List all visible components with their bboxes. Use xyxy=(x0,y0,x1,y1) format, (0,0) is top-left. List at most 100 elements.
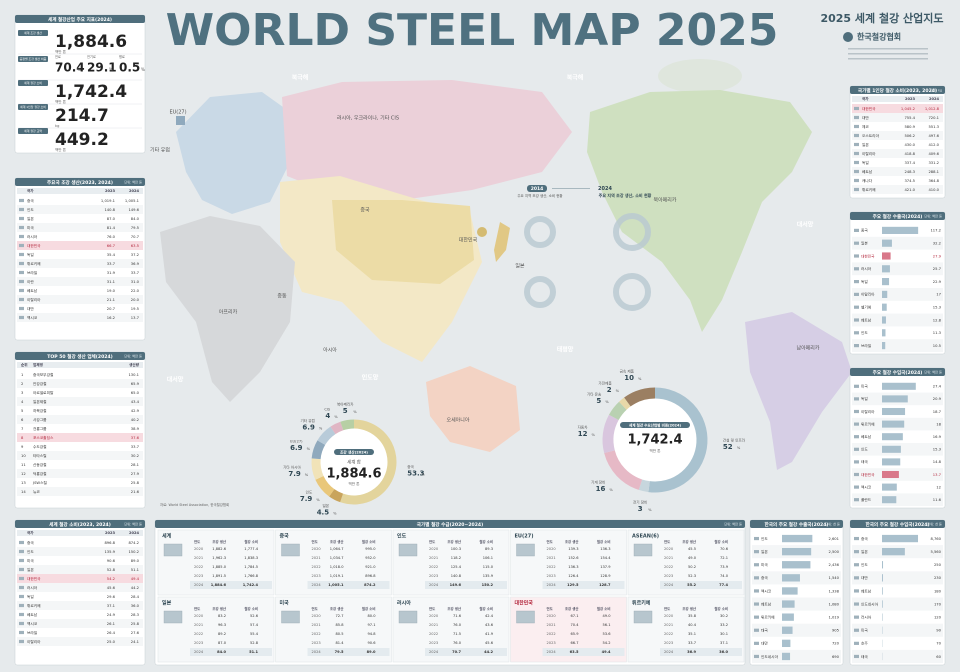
bar-name: 인도 xyxy=(861,330,868,335)
table-row-bg xyxy=(17,487,143,496)
card-year: 2023 xyxy=(429,574,438,578)
panel-header xyxy=(155,520,745,528)
table-row-bg xyxy=(17,637,143,646)
table-cell: 44.2 xyxy=(131,586,139,590)
bar-value: 70 xyxy=(936,642,941,646)
card-value: 1,777.4 xyxy=(244,547,258,551)
card-header: 철강 소비 xyxy=(479,539,493,544)
card-year: 2020 xyxy=(664,547,674,551)
table-cell: 31.9 xyxy=(107,271,116,275)
card-year: 2023 xyxy=(429,641,438,645)
bar-name: 중국 xyxy=(861,537,868,541)
card-year: 2020 xyxy=(429,614,439,618)
card-value: 87.0 xyxy=(218,641,227,645)
row-bg xyxy=(852,313,943,327)
table-cell: 36.9 xyxy=(131,262,140,266)
card-value: 40.4 xyxy=(688,623,697,627)
table-cell: 65.9 xyxy=(131,382,140,386)
card-year: 2022 xyxy=(429,565,438,569)
card-value: 128.9 xyxy=(600,574,611,578)
bar-value: 14.8 xyxy=(933,460,942,464)
donut-tag xyxy=(334,449,374,455)
card-header: 연도 xyxy=(194,539,201,544)
segment-value: 52 xyxy=(723,443,733,451)
flag xyxy=(854,654,859,659)
table-head xyxy=(17,530,143,536)
card-value: 72.7 xyxy=(335,614,343,618)
latest-row xyxy=(542,648,625,656)
flag xyxy=(854,536,859,541)
china xyxy=(332,200,474,284)
card-value: 96.3 xyxy=(218,623,226,627)
russia-cis xyxy=(282,80,572,200)
table-row-bg xyxy=(17,451,143,460)
publisher: 한국철강협회 xyxy=(857,32,901,42)
segment-name: 가전제품 xyxy=(598,381,612,386)
card-year: 2022 xyxy=(664,632,673,636)
bar-name: 태국 xyxy=(861,654,868,659)
table-row-bg xyxy=(17,295,143,304)
table-cell: 66.7 xyxy=(107,244,116,248)
card-header: 연도 xyxy=(312,539,319,544)
panel-title: 한국의 주요 철강 수입국(2024) xyxy=(865,521,929,528)
indicator-part-name: 전로 xyxy=(55,54,61,59)
table-cell: 430.0 xyxy=(904,143,915,147)
segment-unit: % xyxy=(609,488,613,492)
bar-name: 인도 xyxy=(861,447,868,452)
flag xyxy=(854,550,859,554)
card-value: 1,034.7 xyxy=(330,556,344,560)
table-cell: 13 xyxy=(21,481,26,485)
segment-unit: % xyxy=(319,426,323,430)
ocean-label: 북극해 xyxy=(567,74,584,82)
bar xyxy=(882,483,897,491)
table-cell: 13.7 xyxy=(131,316,140,320)
row-bg xyxy=(752,649,841,663)
bar xyxy=(782,626,793,634)
card-year: 2023 xyxy=(547,641,556,645)
bar-value: 1,019 xyxy=(828,615,839,619)
card-year: 2023 xyxy=(194,574,203,578)
flag xyxy=(19,540,24,545)
table-cell: 410.0 xyxy=(928,188,939,192)
card-year: 2023 xyxy=(664,641,673,645)
indicator-tag xyxy=(18,128,48,134)
segment-name: 기타 운송 xyxy=(587,391,602,396)
table-cell: 4 xyxy=(21,400,24,404)
table-row-bg xyxy=(17,619,143,628)
card-year: 2022 xyxy=(429,632,438,636)
table-cell: 7 xyxy=(21,427,24,431)
table-cell: 21.6 xyxy=(131,490,140,494)
table-cell: 79.5 xyxy=(131,226,140,230)
bar-value: 250 xyxy=(934,563,942,567)
table-row-bg xyxy=(852,149,943,158)
card-year: 2023 xyxy=(312,641,321,645)
table-cell: 54.2 xyxy=(107,577,115,581)
table-cell: 65.0 xyxy=(131,391,140,395)
donut-total: 1,884.6 xyxy=(326,467,381,482)
card-year: 2023 xyxy=(664,574,673,578)
card-value: 1,882.6 xyxy=(212,547,226,551)
flag xyxy=(754,576,759,580)
card-value: 995.0 xyxy=(365,547,376,551)
flag xyxy=(854,169,859,174)
card-year: 2020 xyxy=(547,547,557,551)
flag xyxy=(281,543,300,557)
card-value: 136.3 xyxy=(568,565,578,569)
bar-name: 호주 xyxy=(861,641,868,646)
flag xyxy=(19,585,24,590)
bar-value: 15.3 xyxy=(933,448,942,452)
table-row-bg xyxy=(17,565,143,574)
bar xyxy=(882,329,886,337)
indicator-unit: kg xyxy=(55,124,59,128)
table-cell: 체코 xyxy=(862,124,869,129)
segment-value: 4.5 xyxy=(317,508,330,516)
panel-title: 세계 철강 소비(2023, 2024) xyxy=(49,521,111,528)
bar-value: 2,500 xyxy=(828,550,839,554)
card-header: 철강 소비 xyxy=(244,606,258,611)
year-tag xyxy=(527,185,547,192)
table-cell: 288.1 xyxy=(928,170,939,174)
card-header: 조강 생산 xyxy=(565,539,580,544)
table-cell: 37.1 xyxy=(107,604,115,608)
card-year: 2024 xyxy=(312,583,322,587)
flag xyxy=(754,536,759,541)
